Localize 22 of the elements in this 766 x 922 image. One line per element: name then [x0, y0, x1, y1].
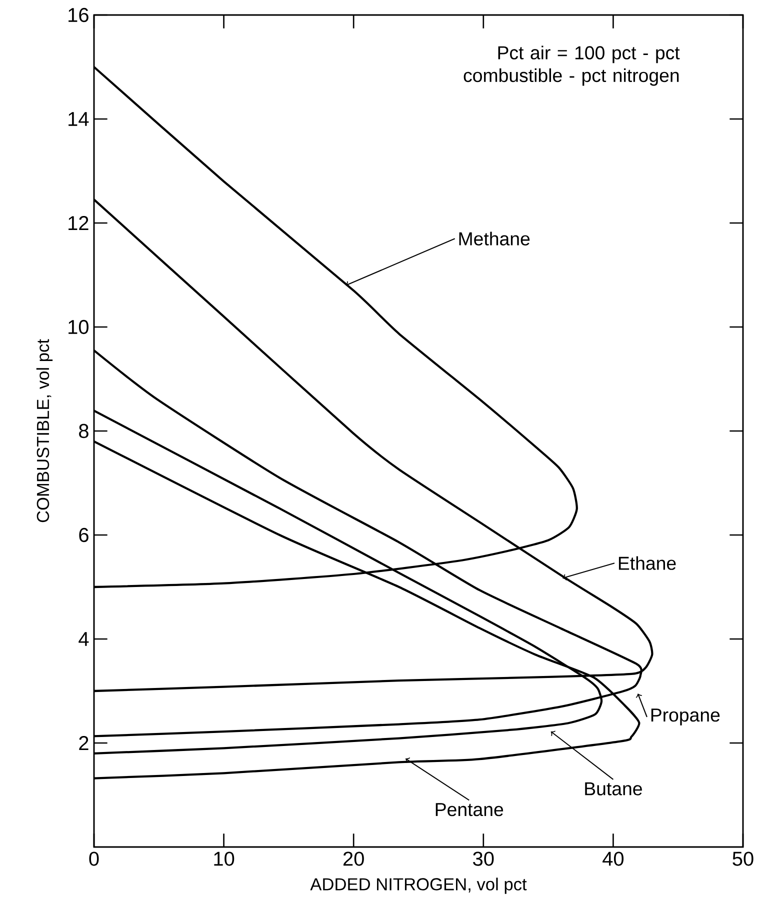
x-tick-label: 50	[732, 852, 754, 866]
x-axis-title: ADDED NITROGEN, vol pct	[310, 878, 527, 894]
x-tick-label: 40	[602, 852, 624, 866]
y-tick-label: 14	[68, 112, 89, 126]
y-tick-label: 16	[68, 8, 88, 22]
y-tick-label: 4	[78, 632, 89, 646]
annotation: Pct air = 100 pct - pct combustible - pct nitrogen	[464, 46, 680, 86]
x-tick-label: 0	[89, 852, 99, 866]
x-tick-label: 30	[473, 852, 494, 866]
x-tick-label: 10	[214, 852, 234, 866]
y-tick-label: 10	[68, 320, 88, 334]
y-tick-label: 6	[79, 528, 88, 542]
legend-label: Ethane	[618, 556, 676, 570]
x-tick-label: 20	[343, 852, 364, 866]
y-tick-label: 12	[68, 216, 88, 230]
text: Methane	[459, 232, 530, 246]
y-tick-label: 8	[79, 424, 88, 438]
text: Butane	[585, 782, 642, 796]
y-tick-label: 2	[79, 736, 88, 750]
y-axis-title: COMBUSTIBLE, vol pct	[36, 339, 53, 522]
text: Pentane	[436, 803, 504, 816]
legend-label: Propane	[651, 708, 720, 726]
